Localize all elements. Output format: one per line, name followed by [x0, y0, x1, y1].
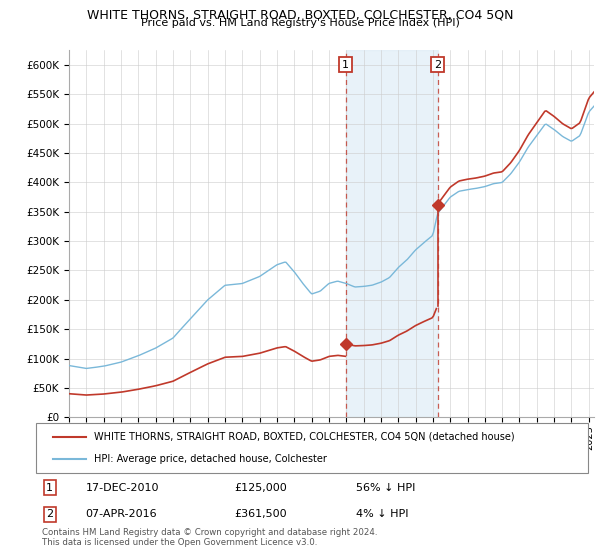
- Text: 2: 2: [434, 59, 441, 69]
- Text: 1: 1: [342, 59, 349, 69]
- Text: 2: 2: [46, 509, 53, 519]
- Text: £361,500: £361,500: [235, 509, 287, 519]
- Text: £125,000: £125,000: [235, 483, 287, 493]
- Text: WHITE THORNS, STRAIGHT ROAD, BOXTED, COLCHESTER, CO4 5QN (detached house): WHITE THORNS, STRAIGHT ROAD, BOXTED, COL…: [94, 432, 515, 442]
- Text: 07-APR-2016: 07-APR-2016: [86, 509, 157, 519]
- Text: Price paid vs. HM Land Registry's House Price Index (HPI): Price paid vs. HM Land Registry's House …: [140, 18, 460, 29]
- Text: 4% ↓ HPI: 4% ↓ HPI: [356, 509, 409, 519]
- Text: 56% ↓ HPI: 56% ↓ HPI: [356, 483, 416, 493]
- Bar: [346, 50, 437, 417]
- Text: Contains HM Land Registry data © Crown copyright and database right 2024.
This d: Contains HM Land Registry data © Crown c…: [42, 528, 377, 547]
- Text: HPI: Average price, detached house, Colchester: HPI: Average price, detached house, Colc…: [94, 454, 327, 464]
- Text: 17-DEC-2010: 17-DEC-2010: [86, 483, 159, 493]
- FancyBboxPatch shape: [36, 423, 588, 473]
- Text: WHITE THORNS, STRAIGHT ROAD, BOXTED, COLCHESTER, CO4 5QN: WHITE THORNS, STRAIGHT ROAD, BOXTED, COL…: [87, 8, 513, 21]
- Text: 1: 1: [46, 483, 53, 493]
